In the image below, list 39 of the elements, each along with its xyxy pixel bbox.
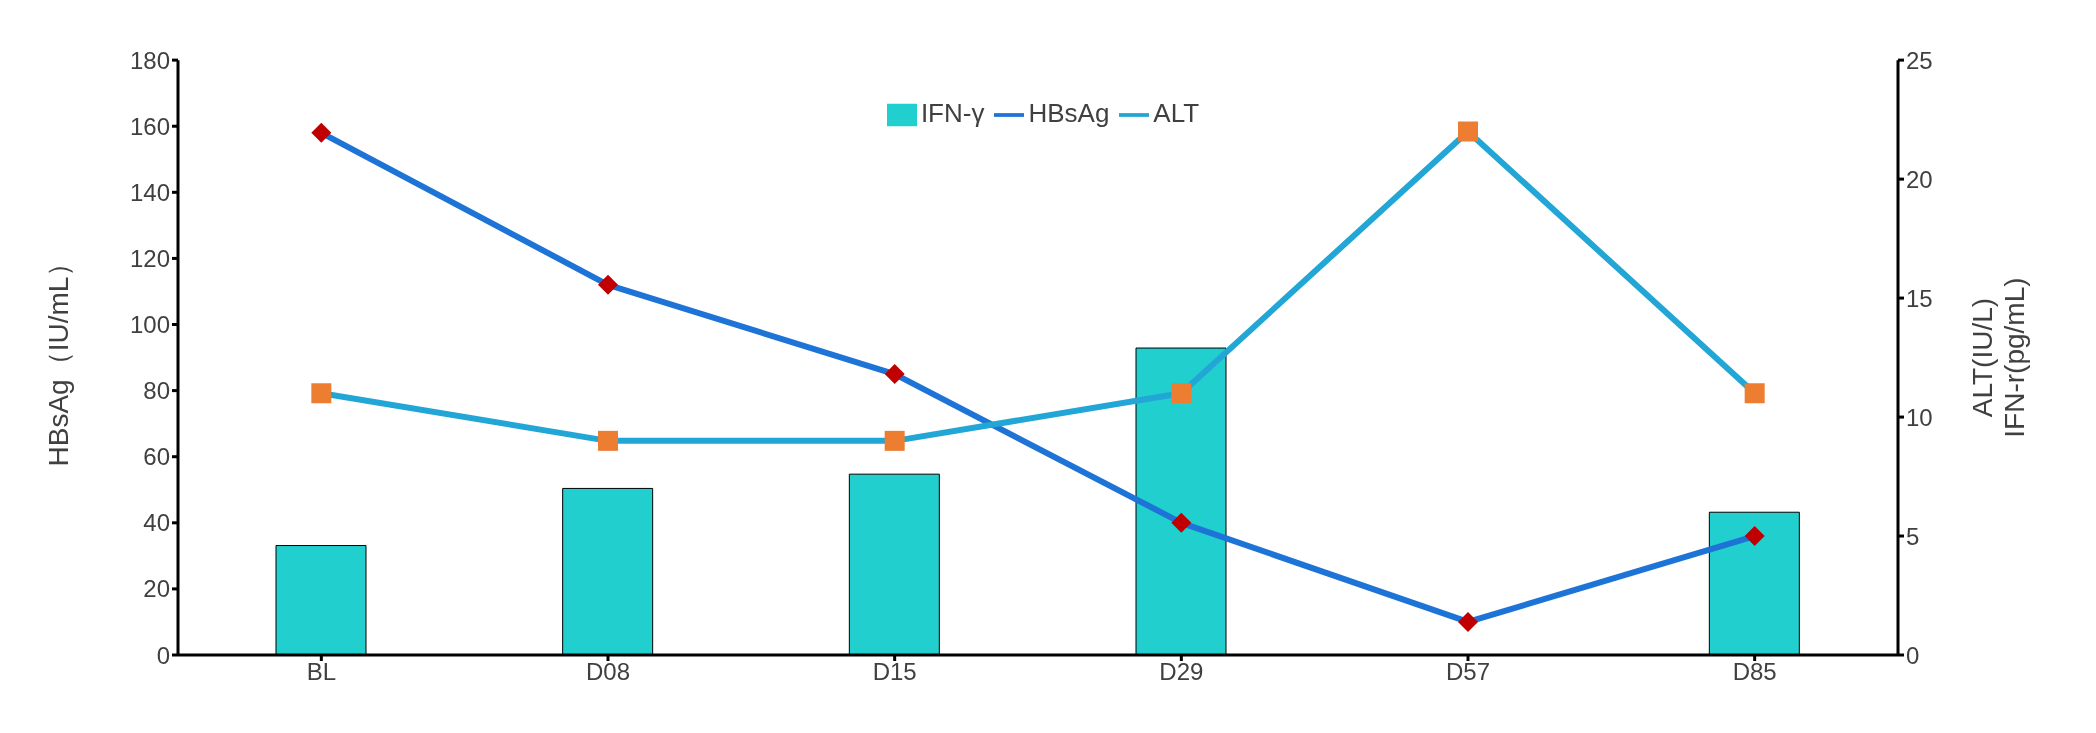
point — [884, 430, 905, 451]
point — [311, 383, 332, 404]
legend-label: HBsAg — [1028, 98, 1110, 128]
x-tick-label: D57 — [1445, 658, 1491, 686]
y-tick-label: 40 — [143, 509, 170, 537]
point — [311, 122, 332, 143]
legend-label: IFN-γ — [920, 98, 985, 128]
x-tick-label: D85 — [1732, 658, 1777, 686]
y-tick-label: 100 — [129, 311, 170, 339]
point — [1171, 383, 1192, 404]
point — [884, 364, 905, 385]
y-tick-label: 160 — [129, 112, 170, 140]
y2-axis-title: ALT(IU/L) IFN-r(pg/mL) — [1967, 277, 2030, 438]
y2-tick-label: 15 — [1906, 284, 1933, 312]
y-tick-label: 120 — [129, 244, 170, 272]
y-tick-label: 60 — [143, 443, 170, 471]
y-tick-label: 80 — [143, 377, 170, 405]
y2-tick-label: 0 — [1906, 641, 1920, 669]
y-tick-label: 20 — [143, 575, 170, 603]
x-tick-label: D29 — [1159, 658, 1204, 686]
y2-tick-label: 25 — [1906, 46, 1933, 74]
point — [1458, 121, 1478, 142]
y2-tick-label: 20 — [1906, 165, 1933, 193]
point — [598, 274, 618, 295]
point — [1171, 512, 1192, 533]
x-tick-label: D08 — [585, 658, 631, 686]
y-tick-label: 0 — [156, 641, 170, 669]
y2-tick-label: 5 — [1906, 522, 1920, 550]
y-axis-title: HBsAg（IU/mL） — [42, 248, 74, 467]
legend-label: ALT — [1153, 98, 1200, 128]
y2-tick-label: 10 — [1906, 403, 1933, 431]
point — [598, 430, 618, 451]
point — [1744, 383, 1765, 404]
y-tick-label: 180 — [129, 46, 170, 74]
point — [1458, 611, 1478, 632]
point — [1744, 526, 1765, 547]
x-tick-label: D15 — [872, 658, 917, 686]
x-tick-label: BL — [306, 658, 337, 686]
y-tick-label: 140 — [129, 178, 170, 206]
